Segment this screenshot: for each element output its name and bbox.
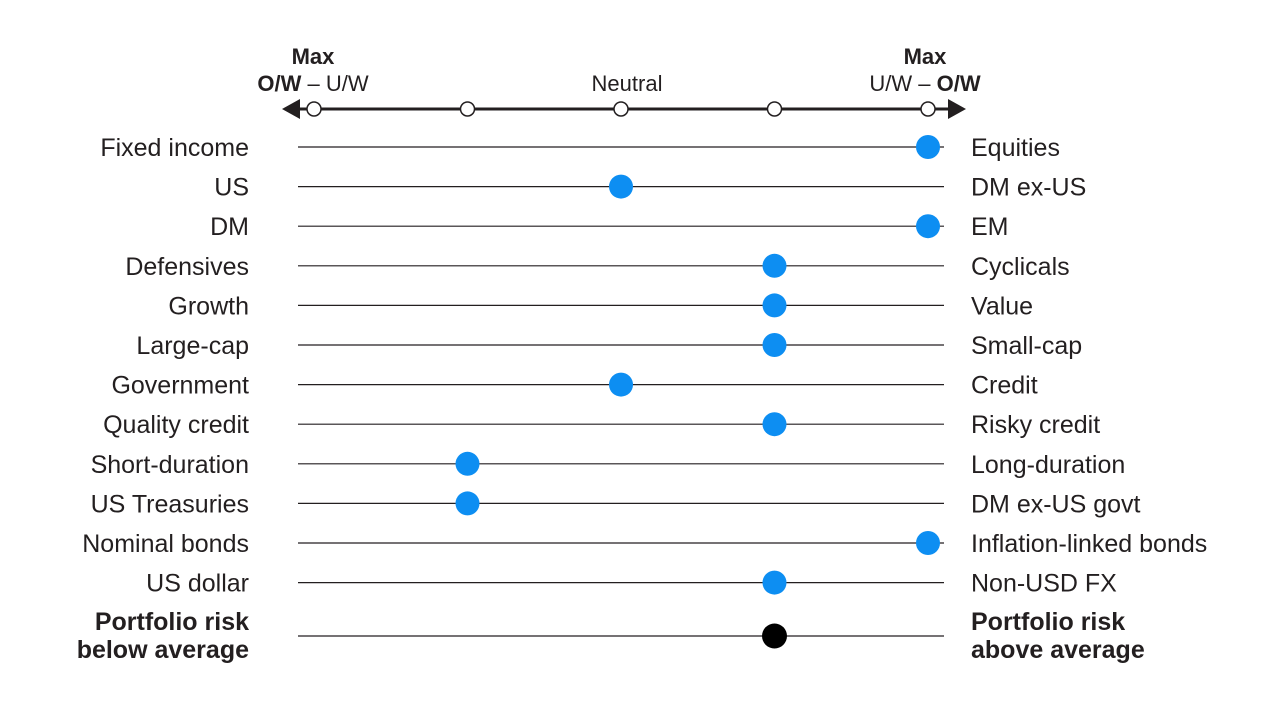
row-left-label: Growth [168,292,249,320]
row-right-label: Equities [971,134,1060,162]
scale-tick-3 [766,101,783,117]
right-end-bold: O/W [937,71,981,96]
row-left-label: Nominal bonds [82,530,249,558]
left-end-label: O/W – U/W [257,71,368,96]
position-dot [762,412,787,437]
row: Defensives Cyclicals [125,253,1069,281]
row: Nominal bonds Inflation-linked bonds [82,530,1207,558]
left-end-sep: – [301,71,325,96]
row: Quality credit Risky credit [103,411,1100,439]
row-left-label: Defensives [125,253,249,281]
position-dot [455,491,480,516]
row-left-label: Quality credit [103,411,249,439]
row-right-label: DM ex-US [971,174,1086,202]
position-dot [762,253,787,278]
row-right-label: Risky credit [971,411,1100,439]
position-dot [455,451,480,476]
position-dot [609,372,633,397]
right-end-label: U/W – O/W [869,71,980,96]
row-left-label: Short-duration [91,451,249,479]
scale-axis [282,99,966,119]
row: Government Credit [111,372,1037,400]
row-right-label: Long-duration [971,451,1125,479]
right-end-max: Max [904,44,948,69]
left-end-max: Max [292,44,336,69]
row-left-label: Large-cap [136,332,249,360]
summary-left-line2: below average [77,636,249,664]
row-left-label: Fixed income [100,134,249,162]
row: US dollar Non-USD FX [146,570,1117,598]
portfolio-risk-dot [762,623,787,649]
position-dot [916,135,940,159]
row-right-label: Value [971,292,1033,320]
scale-tick-2 [613,101,629,117]
position-dot [916,531,940,555]
row: US DM ex-US [214,174,1086,202]
row-right-label: Cyclicals [971,253,1070,281]
row-right-label: EM [971,213,1009,241]
row: DM EM [210,213,1008,241]
row-left-label: US [214,174,249,202]
scale-header: Max O/W – U/W Neutral Max U/W – O/W [257,44,980,96]
rows: Fixed income Equities US DM ex-US DM EM Defens… [77,134,1208,664]
row-left-label: US Treasuries [91,490,249,518]
row-left-label: Government [111,372,249,400]
row: Fixed income Equities [100,134,1060,162]
row-left-label: DM [210,213,249,241]
scale-tick-4 [920,101,936,117]
row-left-label: US dollar [146,570,249,598]
summary-left-line1: Portfolio risk [95,608,249,636]
position-dot [916,214,940,239]
right-end-plain: U/W [869,71,912,96]
scale-tick-1 [459,101,476,117]
summary-right-line1: Portfolio risk [971,608,1125,636]
summary-right-line2: above average [971,636,1145,664]
row: Large-cap Small-cap [136,332,1082,360]
left-end-plain: U/W [326,71,369,96]
position-dot [609,174,633,199]
row-right-label: Inflation-linked bonds [971,530,1207,558]
row-right-label: DM ex-US govt [971,490,1141,518]
position-dot [762,570,787,595]
row-right-label: Credit [971,372,1038,400]
scale-tick-0 [306,101,322,117]
right-end-sep: – [912,71,936,96]
row-right-label: Small-cap [971,332,1082,360]
axis-arrow-right-icon [948,99,966,119]
row: Growth Value [168,292,1033,320]
position-dot [762,293,787,318]
position-dot [762,333,787,357]
row: US Treasuries DM ex-US govt [91,490,1141,518]
row-right-label: Non-USD FX [971,570,1117,598]
neutral-label: Neutral [592,71,663,96]
row: Short-duration Long-duration [91,451,1126,479]
axis-arrow-left-icon [282,99,300,119]
left-end-bold: O/W [257,71,301,96]
